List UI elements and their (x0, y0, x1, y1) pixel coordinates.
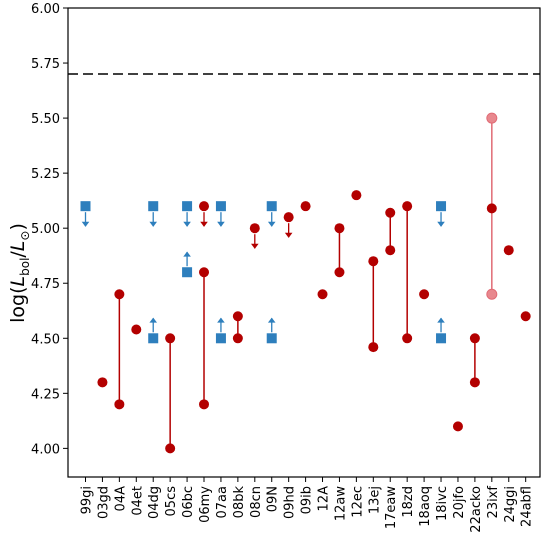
circle-marker (199, 399, 210, 410)
limit-arrow-head (200, 221, 208, 227)
x-tick-label: 09N (266, 486, 281, 512)
x-tick-label: 18zd (401, 486, 416, 518)
square-marker (80, 201, 91, 212)
x-tick-label: 12ec (350, 486, 365, 518)
y-tick-label: 4.00 (31, 442, 60, 457)
square-marker (436, 201, 447, 212)
limit-arrow-head (284, 232, 293, 238)
y-tick-label: 6.00 (31, 2, 60, 17)
limit-arrow-head (81, 221, 90, 227)
y-tick-label: 5.25 (31, 167, 60, 182)
square-marker (182, 201, 193, 212)
limit-arrow-head (217, 317, 225, 323)
x-tick-label: 13ej (367, 486, 382, 514)
circle-marker (249, 223, 260, 234)
square-marker (266, 201, 277, 212)
circle-marker (232, 333, 243, 344)
square-marker (266, 333, 277, 344)
y-tick-label: 4.50 (31, 332, 60, 347)
limit-arrow-head (437, 317, 445, 323)
x-tick-label: 08bk (232, 486, 247, 519)
circle-marker (385, 245, 396, 256)
x-tick-label: 03gd (96, 486, 111, 519)
circle-marker (402, 333, 413, 344)
circle-marker (520, 311, 531, 322)
circle-marker (503, 245, 514, 256)
x-tick-label: 99gi (80, 486, 95, 514)
y-tick-label: 5.00 (31, 222, 60, 237)
limit-arrow-head (267, 221, 276, 227)
circle-marker (385, 207, 396, 218)
square-marker (215, 201, 226, 212)
limit-arrow-head (183, 251, 191, 257)
x-tick-label: 09ib (300, 486, 315, 514)
x-tick-label: 18aoq (418, 486, 433, 527)
circle-marker (131, 324, 142, 335)
circle-marker (317, 289, 328, 300)
y-axis-label: log(Lbol/L⊙) (7, 223, 32, 323)
x-tick-label: 23ixf (486, 486, 501, 519)
circle-marker (97, 377, 108, 388)
x-tick-label: 17eaw (384, 486, 399, 530)
x-tick-label: 12A (317, 486, 332, 512)
circle-marker (486, 288, 498, 300)
square-marker (436, 333, 447, 344)
circle-marker (452, 421, 463, 432)
x-tick-label: 18ivc (435, 486, 450, 521)
circle-marker (469, 377, 480, 388)
x-tick-label: 06bc (181, 486, 196, 518)
x-tick-label: 22acko (469, 486, 484, 533)
circle-marker (486, 203, 497, 214)
limit-arrow-head (437, 221, 445, 227)
square-marker (148, 201, 159, 212)
square-marker (215, 333, 226, 344)
y-tick-label: 4.75 (31, 277, 60, 292)
circle-marker (165, 443, 176, 454)
square-marker (148, 333, 159, 344)
circle-marker (486, 112, 498, 124)
x-tick-label: 12aw (333, 486, 348, 522)
x-tick-label: 06my (198, 486, 213, 523)
square-marker (182, 267, 193, 278)
limit-arrow-head (149, 317, 158, 323)
circle-marker (114, 289, 125, 300)
limit-arrow-head (149, 221, 158, 227)
limit-arrow-head (251, 243, 259, 249)
x-tick-label: 04A (113, 486, 128, 512)
circle-marker (283, 212, 294, 223)
x-tick-label: 24abfl (520, 486, 535, 527)
circle-marker (351, 190, 362, 201)
x-tick-label: 08cn (249, 486, 264, 518)
circle-marker (368, 256, 379, 267)
plot-frame (67, 7, 541, 478)
circle-marker (300, 201, 311, 212)
limit-arrow-head (267, 317, 276, 323)
circle-marker (402, 201, 413, 212)
x-tick-label: 04et (130, 486, 145, 516)
circle-marker (199, 267, 210, 278)
circle-marker (334, 223, 345, 234)
circle-marker (368, 342, 379, 353)
circle-marker (232, 311, 243, 322)
circle-marker (114, 399, 125, 410)
limit-arrow-head (217, 221, 225, 227)
limit-arrow-head (183, 221, 191, 227)
x-tick-label: 09hd (283, 486, 298, 519)
x-tick-label: 24ggi (503, 486, 518, 523)
circle-marker (469, 333, 480, 344)
y-tick-label: 5.50 (31, 112, 60, 127)
circle-marker (165, 333, 176, 344)
x-tick-label: 04dg (147, 486, 162, 519)
circle-marker (334, 267, 345, 278)
circle-marker (199, 201, 210, 212)
y-tick-label: 5.75 (31, 57, 60, 72)
y-tick-label: 4.25 (31, 387, 60, 402)
x-tick-label: 05cs (164, 486, 179, 517)
x-tick-label: 07aa (215, 486, 230, 518)
circle-marker (419, 289, 430, 300)
x-tick-label: 20jfo (452, 486, 467, 519)
